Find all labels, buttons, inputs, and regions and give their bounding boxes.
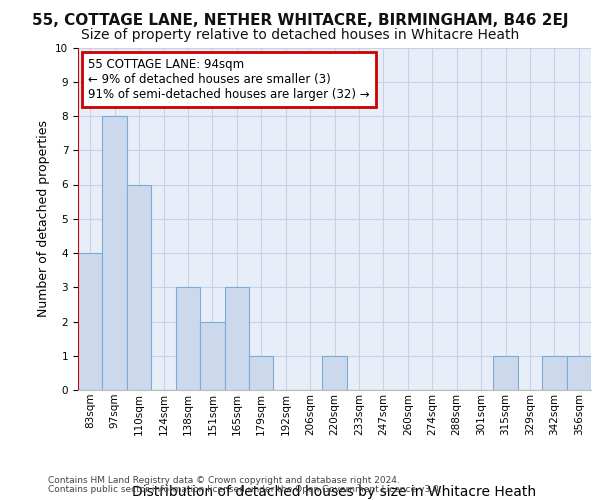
Bar — [176, 287, 200, 390]
Bar — [249, 356, 274, 390]
Bar — [103, 116, 127, 390]
Text: 55, COTTAGE LANE, NETHER WHITACRE, BIRMINGHAM, B46 2EJ: 55, COTTAGE LANE, NETHER WHITACRE, BIRMI… — [32, 12, 568, 28]
Text: Contains HM Land Registry data © Crown copyright and database right 2024.: Contains HM Land Registry data © Crown c… — [48, 476, 400, 485]
Bar — [566, 356, 591, 390]
Bar — [493, 356, 518, 390]
Bar — [200, 322, 224, 390]
Text: Contains public sector information licensed under the Open Government Licence v3: Contains public sector information licen… — [48, 485, 442, 494]
Bar — [542, 356, 566, 390]
Text: 55 COTTAGE LANE: 94sqm
← 9% of detached houses are smaller (3)
91% of semi-detac: 55 COTTAGE LANE: 94sqm ← 9% of detached … — [88, 58, 370, 101]
Y-axis label: Number of detached properties: Number of detached properties — [37, 120, 50, 318]
X-axis label: Distribution of detached houses by size in Whitacre Heath: Distribution of detached houses by size … — [133, 485, 536, 499]
Bar — [78, 253, 103, 390]
Bar — [127, 184, 151, 390]
Bar — [224, 287, 249, 390]
Text: Size of property relative to detached houses in Whitacre Heath: Size of property relative to detached ho… — [81, 28, 519, 42]
Bar — [322, 356, 347, 390]
